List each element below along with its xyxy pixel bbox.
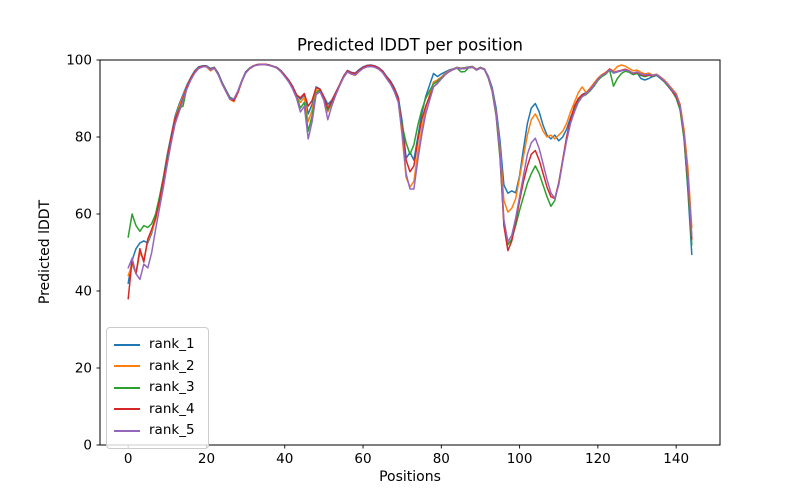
x-tick-label: 40 — [276, 451, 293, 467]
y-tick-label: 20 — [75, 361, 92, 377]
legend-item-rank_1: rank_1 — [114, 334, 200, 356]
series-line-rank_5 — [127, 63, 693, 281]
x-tick-label: 140 — [663, 451, 689, 467]
legend-line-sample-rank_5 — [114, 429, 140, 432]
x-tick-label: 120 — [585, 451, 611, 467]
legend-label-rank_2: rank_2 — [149, 357, 195, 374]
legend-line-sample-rank_4 — [114, 408, 140, 411]
legend-label-rank_4: rank_4 — [149, 400, 195, 417]
legend-line-sample-rank_3 — [114, 386, 140, 389]
x-tick-label: 60 — [354, 451, 371, 467]
legend: rank_1 rank_2 rank_3 rank_4 rank_5 — [106, 327, 209, 449]
series-line-rank_3 — [127, 63, 693, 246]
y-tick-label: 80 — [75, 130, 92, 146]
legend-label-rank_1: rank_1 — [149, 336, 195, 352]
y-tick-label: 0 — [83, 438, 92, 454]
series-line-rank_1 — [127, 63, 693, 285]
x-tick-label: 20 — [198, 451, 215, 467]
y-axis-label: Predicted lDDT — [37, 199, 53, 305]
legend-label-rank_5: rank_5 — [149, 422, 195, 438]
legend-label-rank_3: rank_3 — [149, 379, 195, 395]
x-tick-label: 100 — [507, 451, 533, 467]
legend-item-rank_5: rank_5 — [114, 420, 200, 442]
y-tick-label: 60 — [75, 207, 92, 223]
x-tick-label: 0 — [124, 451, 133, 467]
y-tick-label: 40 — [75, 284, 92, 300]
x-tick-label: 80 — [433, 451, 450, 467]
legend-item-rank_3: rank_3 — [114, 377, 200, 399]
y-tick-label: 100 — [66, 53, 92, 69]
x-axis-label: Positions — [379, 469, 441, 485]
legend-item-rank_4: rank_4 — [114, 399, 200, 421]
axes-frame — [99, 59, 721, 446]
chart-title: Predicted lDDT per position — [296, 35, 524, 55]
series-line-rank_4 — [127, 63, 693, 300]
legend-line-sample-rank_1 — [114, 343, 140, 346]
legend-item-rank_2: rank_2 — [114, 356, 200, 378]
legend-line-sample-rank_2 — [114, 365, 140, 368]
